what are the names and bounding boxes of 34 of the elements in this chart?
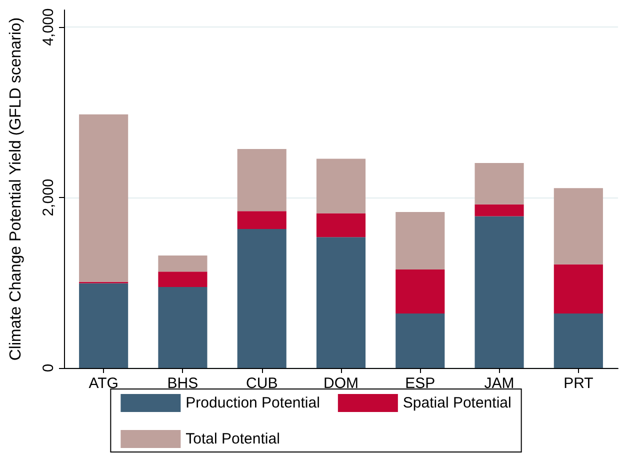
y-tick-label: 0 bbox=[40, 364, 57, 372]
bar bbox=[474, 163, 524, 204]
bar bbox=[237, 229, 286, 368]
bar bbox=[316, 213, 366, 238]
x-tick-label: CUB bbox=[246, 375, 278, 392]
bar bbox=[396, 270, 445, 314]
x-tick-label: PRT bbox=[564, 375, 594, 392]
bar bbox=[554, 264, 603, 314]
legend-label: Total Potential bbox=[186, 430, 280, 448]
legend-label: Spatial Potential bbox=[402, 394, 512, 412]
bar bbox=[79, 283, 128, 368]
x-tick-label: ATG bbox=[88, 375, 118, 392]
bar bbox=[79, 114, 128, 282]
bar bbox=[237, 148, 286, 212]
legend-label: Production Potential bbox=[186, 394, 320, 412]
x-tick-label: JAM bbox=[484, 375, 514, 392]
bar bbox=[474, 216, 524, 368]
x-tick-label: BHS bbox=[167, 375, 198, 392]
bar bbox=[158, 255, 208, 272]
bar bbox=[396, 212, 445, 270]
y-tick-label: 2,000 bbox=[40, 178, 57, 216]
bar bbox=[474, 204, 524, 216]
bar bbox=[396, 313, 445, 368]
bar bbox=[554, 313, 603, 368]
x-tick-label: ESP bbox=[405, 375, 436, 392]
x-tick-label: DOM bbox=[324, 375, 358, 392]
bar bbox=[316, 237, 366, 368]
bar bbox=[316, 158, 366, 214]
bar bbox=[158, 287, 208, 368]
bar bbox=[158, 272, 208, 288]
y-axis-title: Climate Change Potential Yield (GFLD scenario) bbox=[8, 17, 24, 361]
bar bbox=[237, 211, 286, 230]
y-tick-label: 4,000 bbox=[40, 8, 57, 46]
bar bbox=[554, 188, 603, 264]
